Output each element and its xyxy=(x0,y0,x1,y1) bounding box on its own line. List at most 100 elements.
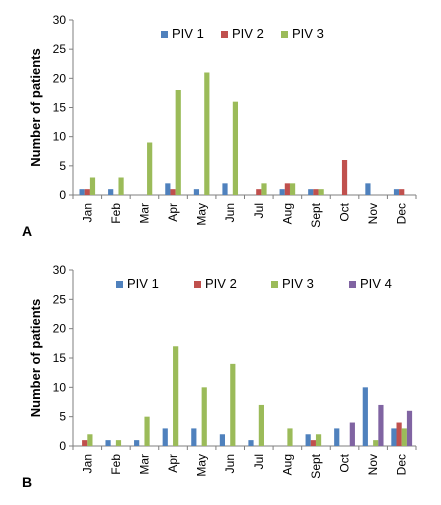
bar-piv-1-may xyxy=(193,189,200,195)
bar-piv-3-aug xyxy=(287,428,293,446)
y-tick-label: 20 xyxy=(53,322,67,336)
x-tick-label: Jul xyxy=(252,454,266,469)
x-tick-label: Aug xyxy=(280,454,294,475)
y-tick-label: 0 xyxy=(59,188,66,202)
bar-piv-1-jun xyxy=(222,183,228,195)
legend-swatch xyxy=(349,281,356,288)
y-tick-label: 5 xyxy=(59,159,66,173)
x-tick-label: Nov xyxy=(366,203,380,224)
bar-piv-3-jul xyxy=(258,404,264,446)
legend-label: PIV 2 xyxy=(205,276,237,291)
bar-piv-1-oct xyxy=(334,428,340,446)
y-tick-label: 10 xyxy=(53,130,67,144)
x-tick-label: Apr xyxy=(166,454,180,473)
bar-piv-3-mar xyxy=(144,416,150,446)
legend-label: PIV 2 xyxy=(232,26,264,41)
bar-piv-3-jan xyxy=(87,434,93,446)
bar-piv-1-apr xyxy=(162,428,168,446)
bar-piv-1-may xyxy=(191,428,197,446)
panel-label: A xyxy=(22,223,32,239)
x-tick-label: Nov xyxy=(366,454,380,475)
y-tick-label: 30 xyxy=(53,13,67,27)
bar-piv-1-sept xyxy=(305,434,311,446)
bar-piv-1-jul xyxy=(248,440,254,446)
y-tick-label: 15 xyxy=(53,351,67,365)
bar-piv-2-dec xyxy=(396,422,402,446)
x-tick-label: Jun xyxy=(223,203,237,222)
x-tick-label: Dec xyxy=(395,203,409,224)
x-tick-label: May xyxy=(195,454,209,477)
x-tick-label: Feb xyxy=(109,203,123,224)
bar-piv-1-nov xyxy=(362,387,368,446)
bar-piv-3-dec xyxy=(401,428,407,446)
legend-swatch xyxy=(194,281,201,288)
bar-piv-3-may xyxy=(201,387,207,446)
bar-piv-2-oct xyxy=(341,160,348,195)
bar-piv-2-jan xyxy=(84,189,90,195)
bar-piv-2-dec xyxy=(399,189,405,195)
chart-panel-b: 0 5 10 15 20 25 30 Number of patients Jan Feb Mar A… xyxy=(22,263,417,490)
bar-piv-3-apr xyxy=(175,90,181,195)
x-tick-label: Oct xyxy=(338,453,352,472)
bar-piv-1-aug xyxy=(279,189,285,195)
y-tick-label: 30 xyxy=(53,263,67,277)
bar-piv-3-jun xyxy=(232,101,239,195)
x-tick-label: Sept xyxy=(309,202,323,227)
x-tick-label: Apr xyxy=(166,203,180,222)
bar-piv-3-feb xyxy=(118,177,124,195)
chart-panel-a: 0 5 10 15 20 25 30 Number of patients Jan Feb Mar A… xyxy=(22,13,417,239)
legend-label: PIV 1 xyxy=(172,26,204,41)
bar-piv-1-dec xyxy=(393,189,400,195)
x-tick-label: Sept xyxy=(309,453,323,478)
x-tick-label: Jul xyxy=(252,203,266,218)
x-tick-label: Mar xyxy=(137,454,151,475)
x-tick-label: Jan xyxy=(80,203,94,222)
legend-swatch xyxy=(271,281,278,288)
x-tick-label: Jan xyxy=(80,454,94,473)
bar-piv-3-sept xyxy=(315,434,322,446)
bar-piv-3-nov xyxy=(373,440,379,446)
bar-piv-1-mar xyxy=(134,440,140,446)
y-tick-label: 25 xyxy=(53,292,67,306)
bar-piv-2-aug xyxy=(284,183,290,195)
bar-piv-2-jul xyxy=(256,189,262,195)
bar-piv-1-sept xyxy=(308,189,314,195)
bar-piv-2-sept xyxy=(310,440,316,446)
legend-label: PIV 1 xyxy=(127,276,159,291)
y-axis-title: Number of patients xyxy=(28,48,43,166)
bar-piv-3-feb xyxy=(115,440,122,446)
bar-piv-1-feb xyxy=(108,189,114,195)
bar-piv-3-jun xyxy=(230,363,236,446)
bar-piv-1-apr xyxy=(165,183,171,195)
legend-swatch xyxy=(161,31,168,38)
x-tick-label: May xyxy=(195,203,209,226)
y-tick-label: 10 xyxy=(53,380,67,394)
y-tick-label: 25 xyxy=(53,42,67,56)
legend-swatch xyxy=(221,31,228,38)
x-tick-label: Mar xyxy=(137,203,151,224)
bar-piv-1-feb xyxy=(105,440,111,446)
bar-piv-3-apr xyxy=(173,346,179,446)
bar-piv-3-mar xyxy=(147,142,153,195)
legend-swatch xyxy=(281,31,288,38)
legend-label: PIV 4 xyxy=(360,276,392,291)
bar-piv-2-jan xyxy=(82,440,88,446)
y-tick-label: 15 xyxy=(53,101,67,115)
bar-piv-2-sept xyxy=(313,189,319,195)
bar-piv-3-aug xyxy=(289,183,296,195)
legend-label: PIV 3 xyxy=(292,26,324,41)
bar-piv-4-nov xyxy=(378,404,384,446)
panel-label: B xyxy=(22,474,32,490)
y-axis-title: Number of patients xyxy=(28,299,43,417)
x-tick-label: Oct xyxy=(338,202,352,221)
x-tick-label: Jun xyxy=(223,454,237,473)
bar-piv-3-jul xyxy=(261,183,267,195)
bar-piv-4-oct xyxy=(349,422,355,446)
bar-piv-3-may xyxy=(204,72,210,195)
bar-piv-2-apr xyxy=(170,189,176,195)
bar-piv-3-jan xyxy=(89,177,96,195)
bar-piv-1-jan xyxy=(79,189,85,195)
bar-piv-1-nov xyxy=(365,183,371,195)
